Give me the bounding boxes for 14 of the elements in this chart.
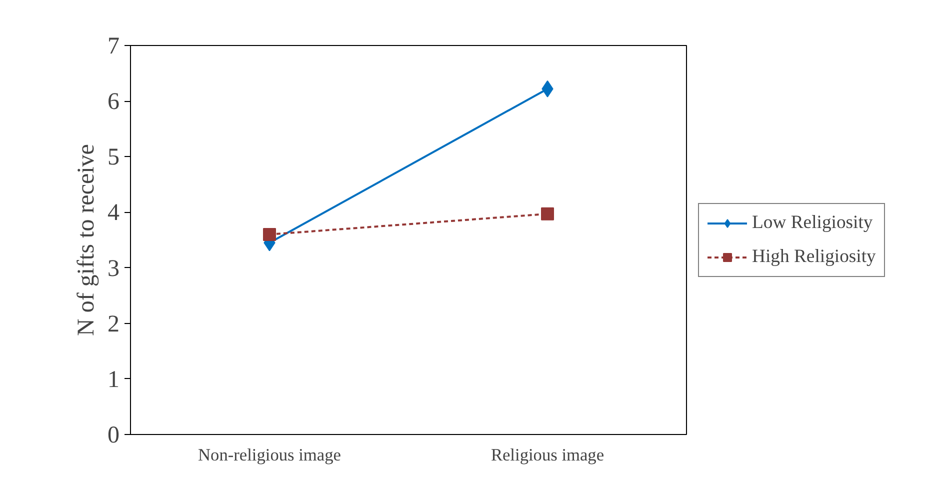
y-tick-label: 1 xyxy=(108,366,120,393)
x-tick-label: Religious image xyxy=(490,446,604,464)
y-tick-label: 3 xyxy=(108,256,120,282)
point xyxy=(541,207,554,220)
y-tick-label: 7 xyxy=(108,34,120,60)
y-tick-label: 4 xyxy=(108,200,120,226)
y-tick-label: 5 xyxy=(108,144,120,171)
legend-label: Low Religiosity xyxy=(752,212,873,234)
y-tick-label: 0 xyxy=(108,422,120,448)
legend-label: High Religiosity xyxy=(752,246,876,268)
y-tick-label: 2 xyxy=(108,311,120,338)
x-tick-label: Non-religious image xyxy=(198,446,342,464)
y-axis-title: N of gifts to receive xyxy=(74,144,100,336)
y-tick-label: 6 xyxy=(108,89,120,116)
